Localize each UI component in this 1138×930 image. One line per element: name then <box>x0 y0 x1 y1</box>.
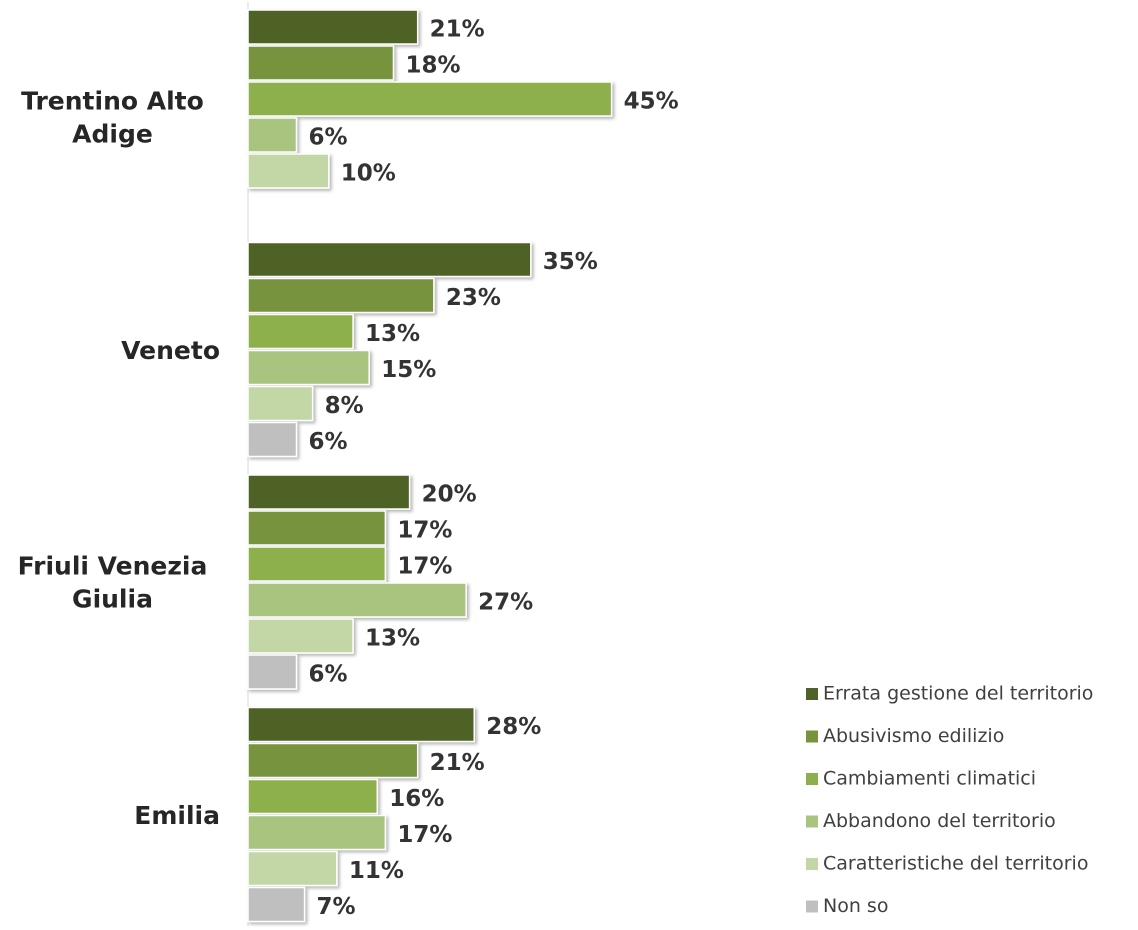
bar <box>247 421 298 458</box>
value-label: 13% <box>365 321 420 347</box>
value-label: 6% <box>308 125 347 151</box>
legend-label: Abbandono del territorio <box>823 810 1056 832</box>
bar <box>247 474 411 510</box>
bar <box>247 81 613 117</box>
value-label: 17% <box>397 554 452 580</box>
bar <box>247 349 370 386</box>
category-label: Emilia <box>134 800 220 830</box>
bar <box>247 654 298 690</box>
bar <box>247 778 379 815</box>
value-label: 7% <box>317 894 356 920</box>
bar <box>247 510 387 546</box>
legend-label: Errata gestione del territorio <box>823 683 1093 705</box>
legend-swatch <box>806 688 818 700</box>
bar <box>247 277 435 314</box>
legend-swatch <box>806 858 818 870</box>
value-label: 17% <box>397 822 452 848</box>
value-label: 13% <box>365 626 420 652</box>
bar <box>247 385 314 422</box>
bar <box>247 153 330 189</box>
category-label: Friuli Venezia Giulia <box>17 551 208 614</box>
value-label: 45% <box>624 89 679 115</box>
value-label: 28% <box>486 714 541 740</box>
legend-swatch <box>806 730 818 743</box>
bar <box>247 313 354 350</box>
value-label: 27% <box>478 590 533 616</box>
value-label: 23% <box>446 285 501 311</box>
value-label: 21% <box>430 17 485 43</box>
bar <box>247 814 387 851</box>
bar <box>247 618 354 654</box>
value-label: 18% <box>405 53 460 79</box>
bar <box>247 546 387 582</box>
bar <box>247 9 419 45</box>
legend-label: Non so <box>823 895 888 917</box>
value-label: 16% <box>389 786 444 812</box>
bar <box>247 582 467 618</box>
value-label: 6% <box>308 662 347 688</box>
bar <box>247 706 475 743</box>
value-label: 10% <box>341 161 396 187</box>
value-label: 6% <box>308 429 347 455</box>
value-label: 20% <box>422 482 477 508</box>
value-label: 35% <box>543 249 598 275</box>
bar <box>247 850 338 887</box>
category-label: Veneto <box>121 335 220 365</box>
value-label: 17% <box>397 518 452 544</box>
bar <box>247 117 298 153</box>
legend-swatch <box>806 773 818 785</box>
legend-swatch <box>806 900 818 913</box>
value-label: 21% <box>430 750 485 776</box>
value-label: 15% <box>381 357 436 383</box>
legend-swatch <box>806 815 818 828</box>
category-label: Trentino Alto Adige <box>21 86 204 149</box>
legend-label: Abusivismo edilizio <box>823 725 1004 747</box>
legend-label: Caratteristiche del territorio <box>823 853 1088 875</box>
value-label: 8% <box>325 393 364 419</box>
bar <box>247 241 532 278</box>
bar <box>247 45 395 81</box>
bar <box>247 742 419 779</box>
value-label: 11% <box>349 858 404 884</box>
bar <box>247 886 306 923</box>
legend-label: Cambiamenti climatici <box>823 768 1036 790</box>
